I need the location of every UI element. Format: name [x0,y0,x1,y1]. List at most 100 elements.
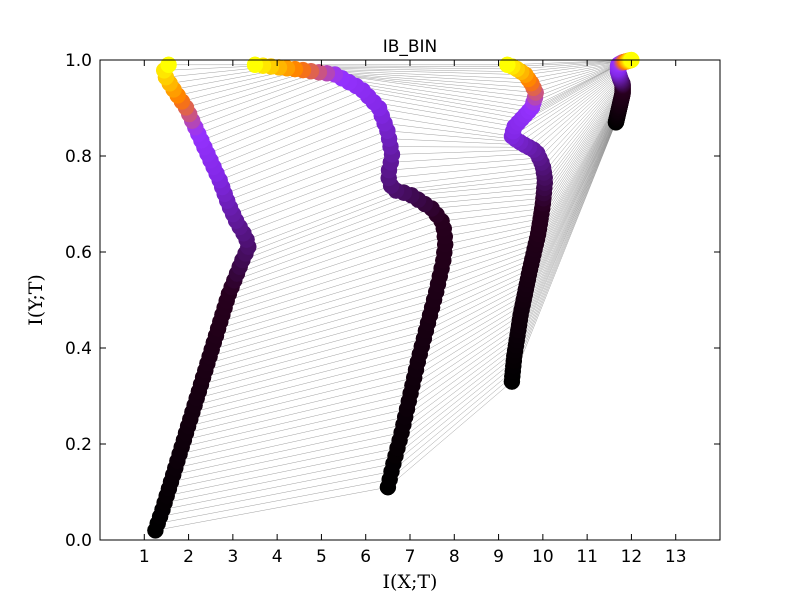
epoch-connector-line [425,279,529,332]
x-tick-label: 8 [449,547,460,567]
epoch-connector-line [190,361,418,420]
epoch-connector-line [514,116,618,351]
epoch-connector-line [183,385,413,441]
epoch-connector-line [444,228,540,253]
epoch-connector-line [532,97,622,260]
epoch-connector-line [219,115,382,181]
epoch-connector-line [531,63,621,108]
epoch-connector-line [444,218,541,237]
y-tick-label: 0.6 [65,243,92,263]
epoch-connector-line [523,105,621,300]
epoch-connector-line [326,73,536,98]
epoch-connector-line [243,177,389,234]
epoch-connector-line [535,94,623,245]
epoch-connector-line [170,432,402,483]
epoch-connector-line [204,85,357,148]
data-point [246,56,264,74]
epoch-connector-line [192,73,327,121]
epoch-connector-line [542,78,621,168]
epoch-connector-line [512,120,617,372]
epoch-connector-line [544,80,622,178]
epoch-connector-line [542,85,623,204]
epoch-connector-line [198,330,426,392]
connector-lines [155,59,632,531]
epoch-connector-line [220,252,445,322]
epoch-connector-line [334,74,534,103]
epoch-connector-line [443,233,539,261]
epoch-connector-line [181,393,411,448]
epoch-connector-line [399,350,516,441]
epoch-connector-line [239,199,419,268]
epoch-connector-line [543,79,621,173]
epoch-connector-line [401,345,517,433]
x-axis-ticks: 1 2 3 4 5 6 7 8 9 10 11 12 13 [139,60,687,567]
epoch-connector-line [233,154,393,215]
epoch-connector-line [534,62,623,98]
x-tick-label: 9 [493,547,504,567]
epoch-connector-line [196,338,424,399]
epoch-connector-line [164,65,264,71]
epoch-connector-line [389,376,513,480]
epoch-connector-line [209,291,437,357]
x-axis-label: I(X;T) [383,571,438,593]
epoch-connector-line [162,463,394,510]
epoch-connector-line [216,107,380,174]
x-tick-label: 10 [532,547,554,567]
epoch-connector-line [543,84,623,199]
epoch-connector-line [228,220,442,295]
epoch-connector-line [411,182,545,196]
epoch-connector-line [414,309,522,378]
epoch-connector-line [166,447,398,497]
epoch-connector-line [507,59,632,66]
epoch-connector-line [534,95,623,250]
epoch-connector-line [200,322,429,385]
epoch-connector-line [441,208,543,222]
epoch-connector-line [236,203,425,274]
epoch-connector-line [226,228,444,302]
epoch-connector-line [439,243,536,277]
epoch-connector-line [403,177,545,193]
x-tick-label: 1 [139,547,150,567]
x-tick-label: 11 [576,547,598,567]
epoch-connector-line [533,62,622,103]
epoch-connector-line [541,77,621,163]
epoch-connector-line [544,81,622,183]
epoch-connector-line [415,304,523,371]
epoch-connector-line [429,269,531,316]
epoch-connector-line [423,284,527,339]
epoch-connector-line [207,299,435,364]
epoch-connector-line [242,195,412,261]
epoch-connector-line [396,172,544,191]
epoch-connector-line [188,369,417,427]
epoch-connector-line [535,61,624,93]
epoch-connector-line [185,70,312,108]
epoch-connector-line [207,90,363,155]
epoch-connector-line [341,78,533,108]
epoch-connector-line [514,117,618,356]
epoch-connector-line [436,203,543,215]
epoch-connector-line [421,289,526,347]
epoch-connector-line [405,335,518,418]
epoch-connector-line [390,146,530,148]
data-points [147,51,640,539]
epoch-connector-line [173,424,404,476]
epoch-connector-line [431,198,544,209]
epoch-connector-line [538,91,623,230]
epoch-connector-line [520,108,620,316]
epoch-connector-line [388,162,542,179]
epoch-connector-line [164,455,396,504]
epoch-connector-line [533,74,620,150]
epoch-connector-line [384,123,516,140]
y-tick-label: 0.8 [65,147,92,167]
epoch-connector-line [160,471,392,517]
epoch-connector-line [526,102,621,285]
epoch-connector-line [525,103,621,290]
y-tick-label: 0.0 [65,531,92,551]
epoch-connector-line [528,100,622,275]
epoch-connector-line [531,61,626,84]
epoch-connector-line [379,107,514,132]
x-tick-label: 3 [227,547,238,567]
x-tick-label: 2 [183,547,194,567]
epoch-connector-line [518,110,619,326]
